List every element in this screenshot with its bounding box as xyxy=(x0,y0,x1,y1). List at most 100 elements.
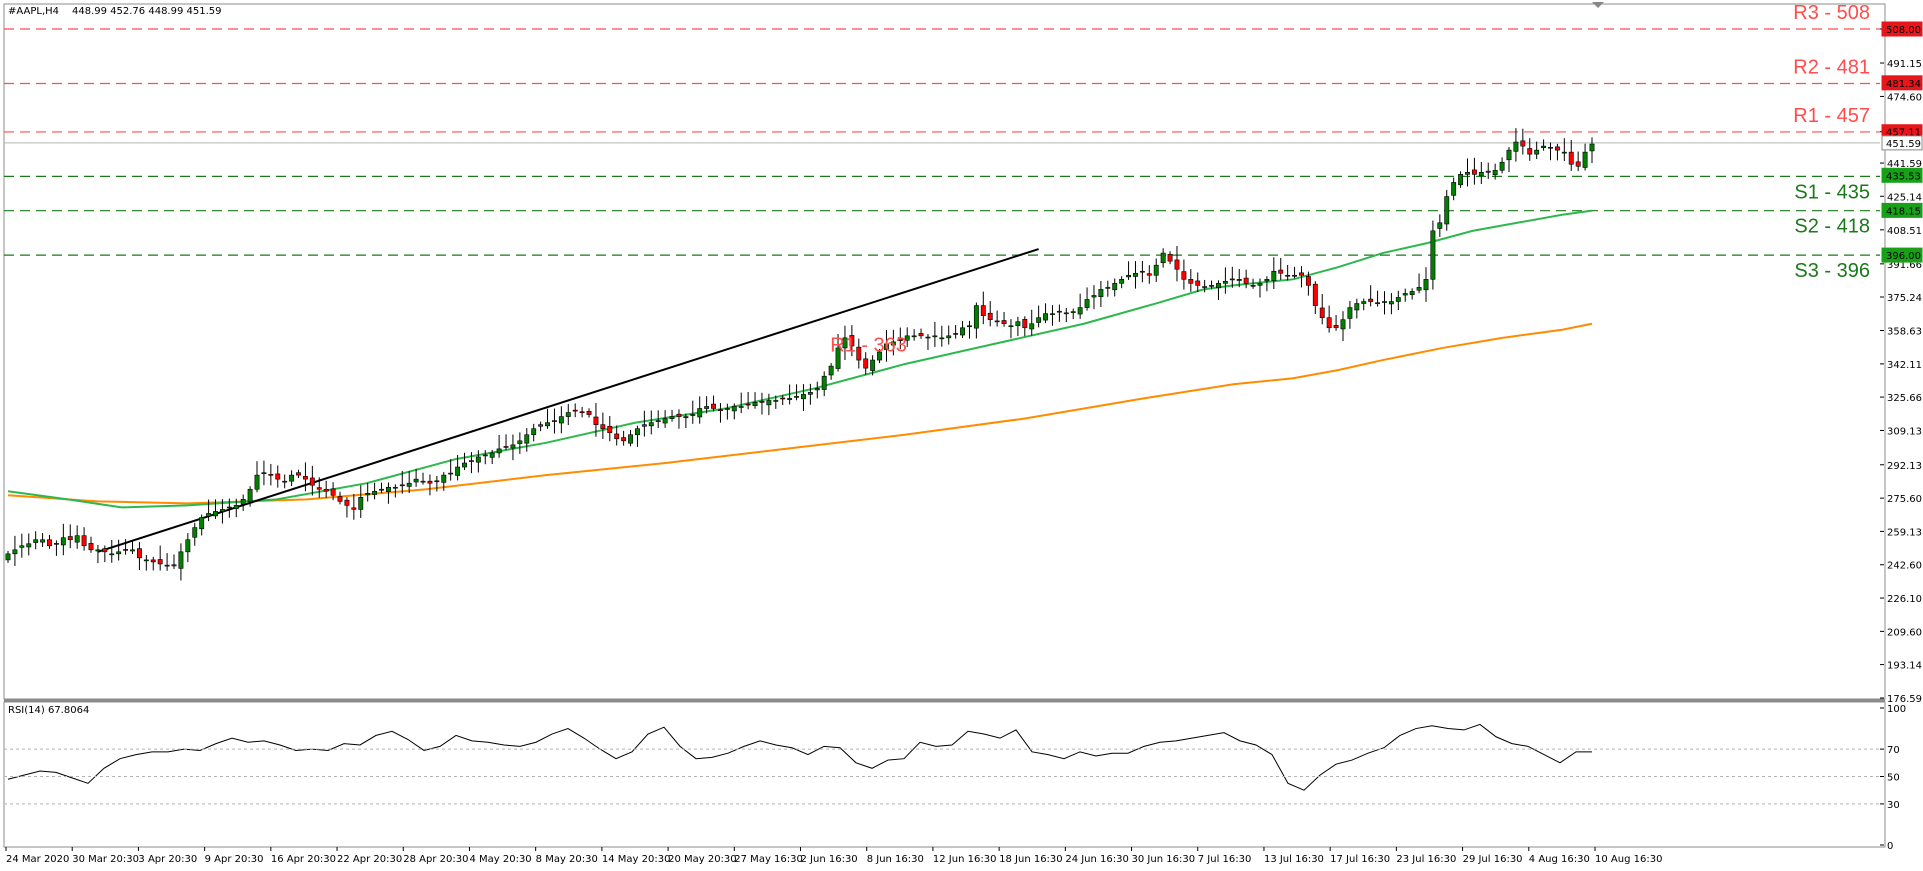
candle-body xyxy=(1395,297,1401,302)
price-axis: 508.00 491.15 474.60 457.11 441.59 425.14 408.… xyxy=(1880,25,1922,705)
candle-body xyxy=(5,553,11,561)
candle-body xyxy=(33,539,39,543)
ma-fast-line xyxy=(7,209,1593,509)
candle-body xyxy=(994,320,1000,323)
x-tick-label: 20 May 20:30 xyxy=(668,854,737,865)
x-tick-label: 18 Jun 16:30 xyxy=(999,854,1063,865)
y-tick-label: 408.51 xyxy=(1887,226,1922,237)
y-tick-label: 176.59 xyxy=(1887,694,1922,705)
candle-body xyxy=(752,402,758,406)
candle-body xyxy=(1499,161,1505,171)
candle-body xyxy=(801,394,806,400)
candle-body xyxy=(109,553,115,556)
candle-body xyxy=(1222,281,1228,284)
candle-body xyxy=(1070,311,1076,313)
candle-body xyxy=(385,486,391,492)
candle-body xyxy=(1444,196,1450,225)
rsi-indicator xyxy=(4,723,1880,805)
candle-body xyxy=(123,549,129,551)
rsi-label: RSI(14) 67.8064 xyxy=(8,705,89,716)
candle-body xyxy=(143,559,149,562)
candle-body xyxy=(19,545,25,548)
y-tick-label: 209.60 xyxy=(1887,627,1922,638)
candle-body xyxy=(946,335,952,339)
symbol-label: #AAPL,H4 xyxy=(8,6,59,17)
candle-body xyxy=(1126,274,1132,278)
candle-body xyxy=(164,564,170,567)
candle-body xyxy=(1458,174,1464,186)
candle-body xyxy=(102,548,108,553)
level-label: S2 - 418 xyxy=(1794,216,1870,238)
candle-body xyxy=(81,535,87,547)
candle-body xyxy=(351,507,357,510)
candle-body xyxy=(628,434,633,444)
level-label: R1 - 457 xyxy=(1793,105,1870,127)
candle-body xyxy=(358,497,364,510)
level-labels: R3 - 508 R2 - 481 R1 - 457 S1 - 435 S2 - 418… xyxy=(1793,2,1870,282)
x-tick-label: 16 Apr 20:30 xyxy=(271,854,336,865)
level-label: S1 - 435 xyxy=(1794,181,1870,203)
candle-body xyxy=(316,487,322,490)
candle-body xyxy=(600,424,606,429)
candle-body xyxy=(1416,287,1422,291)
candle-body xyxy=(1388,301,1394,305)
candle-body xyxy=(1202,286,1208,288)
moving-averages xyxy=(7,209,1593,509)
candle-body xyxy=(1423,279,1429,291)
candle-body xyxy=(1326,317,1332,329)
candle-body xyxy=(88,543,94,551)
y-tick-label: 425.14 xyxy=(1887,192,1922,203)
candle-body xyxy=(877,351,882,361)
y-tick-label: 259.13 xyxy=(1887,527,1922,538)
x-tick-label: 22 Apr 20:30 xyxy=(337,854,402,865)
candle-body xyxy=(302,476,308,480)
candle-body xyxy=(282,480,288,483)
candle-body xyxy=(226,506,232,509)
candle-body xyxy=(1354,303,1360,311)
y-tick-label: 358.63 xyxy=(1887,327,1922,338)
candle-body xyxy=(697,408,703,418)
scroll-down-arrow-icon[interactable] xyxy=(1592,2,1604,8)
candle-body xyxy=(379,488,384,491)
candle-body xyxy=(579,411,585,414)
candle-body xyxy=(420,480,426,483)
candle-body xyxy=(635,428,640,436)
candle-body xyxy=(1139,270,1145,273)
price-tag-box xyxy=(1881,247,1923,263)
candle-body xyxy=(130,549,135,552)
candle-body xyxy=(1347,307,1353,319)
candle-body xyxy=(1534,149,1540,155)
candle-body xyxy=(1264,279,1270,282)
candle-body xyxy=(1022,318,1028,329)
candle-body xyxy=(967,325,972,328)
candle-body xyxy=(1229,278,1235,281)
x-tick-label: 27 May 16:30 xyxy=(734,854,803,865)
rsi-tick-label: 100 xyxy=(1887,704,1906,715)
candle-body xyxy=(1554,146,1560,151)
candle-body xyxy=(676,413,682,417)
candle-body xyxy=(406,482,412,487)
candle-body xyxy=(1319,307,1325,318)
price-tag-label: 481.34 xyxy=(1886,79,1921,90)
candle-body xyxy=(807,392,813,395)
x-tick-label: 14 May 20:30 xyxy=(602,854,671,865)
candle-body xyxy=(1471,169,1477,175)
y-tick-label: 391.66 xyxy=(1887,260,1922,271)
candle-body xyxy=(1181,271,1187,280)
price-tag-box xyxy=(1881,135,1923,151)
candle-body xyxy=(787,398,793,400)
price-tag-box xyxy=(1881,21,1923,37)
candle-body xyxy=(26,543,32,548)
candle-body xyxy=(275,473,281,480)
price-tag-label: 457.11 xyxy=(1886,128,1921,139)
candle-body xyxy=(987,312,993,320)
candle-body xyxy=(392,486,398,489)
x-tick-label: 7 Jul 16:30 xyxy=(1198,854,1252,865)
candle-body xyxy=(1305,276,1311,286)
x-tick-label: 29 Jul 16:30 xyxy=(1463,854,1523,865)
candle-body xyxy=(413,478,419,483)
candle-body xyxy=(794,396,799,398)
y-tick-label: 342.11 xyxy=(1887,360,1922,371)
candle-body xyxy=(1084,299,1090,308)
